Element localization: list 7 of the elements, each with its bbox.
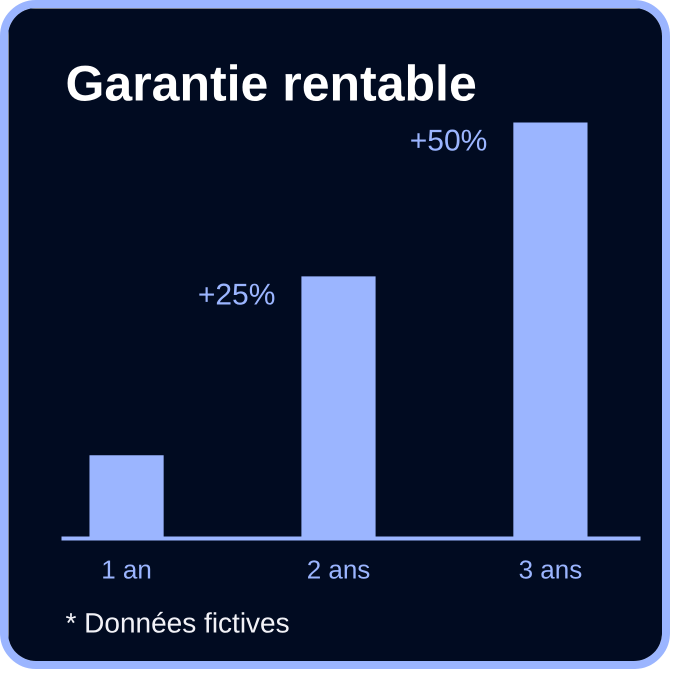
annotation: +50% — [410, 124, 488, 158]
x-tick-label: 1 an — [101, 554, 152, 584]
text: * Données fictives — [66, 608, 290, 638]
x-tick-label: 2 ans — [306, 554, 370, 584]
x-tick-label: 3 ans — [518, 554, 582, 584]
annotation: +25% — [198, 278, 276, 312]
chart-title: Garantie rentable — [66, 56, 477, 112]
